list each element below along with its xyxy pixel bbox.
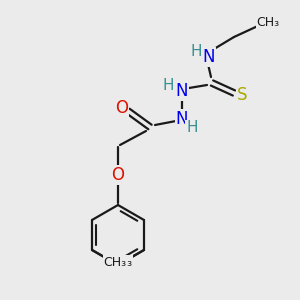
Text: S: S — [237, 86, 247, 104]
Text: H: H — [186, 121, 198, 136]
Text: O: O — [112, 166, 124, 184]
Text: H: H — [190, 44, 202, 59]
Text: CH₃: CH₃ — [256, 16, 280, 29]
Text: CH₃: CH₃ — [109, 256, 132, 268]
Text: N: N — [176, 82, 188, 100]
Text: CH₃: CH₃ — [103, 256, 127, 268]
Text: N: N — [203, 48, 215, 66]
Text: N: N — [176, 110, 188, 128]
Text: O: O — [116, 99, 128, 117]
Text: H: H — [162, 77, 174, 92]
